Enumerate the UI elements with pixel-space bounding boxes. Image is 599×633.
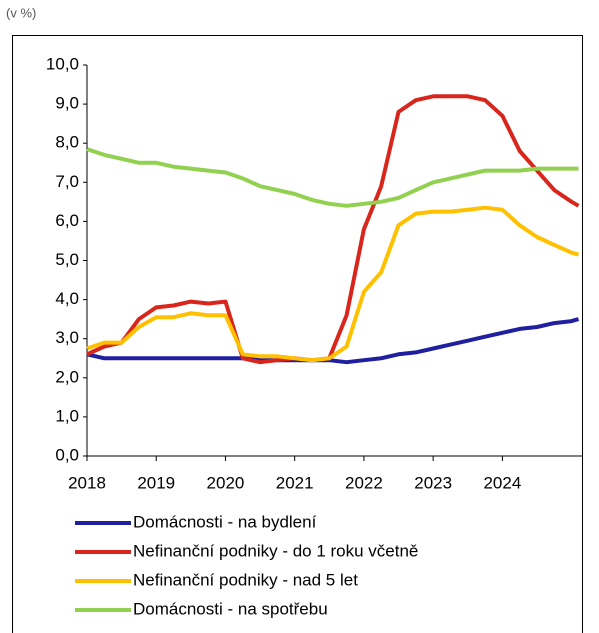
legend-label: Domácnosti - na spotřebu — [133, 599, 328, 618]
y-tick-label: 1,0 — [55, 406, 79, 425]
y-tick-label: 6,0 — [55, 211, 79, 230]
frame — [12, 35, 583, 633]
x-tick-label: 2021 — [276, 473, 314, 492]
y-tick-label: 7,0 — [55, 172, 79, 191]
y-tick-label: 2,0 — [55, 367, 79, 386]
series-line — [86, 94, 580, 365]
x-tick-label: 2022 — [345, 473, 383, 492]
series-line — [86, 147, 579, 208]
legend-label: Nefinanční podniky - nad 5 let — [133, 570, 358, 589]
legend-label: Nefinanční podniky - do 1 roku včetně — [133, 541, 418, 560]
y-tick-label: 10,0 — [46, 54, 79, 73]
series-line — [86, 205, 580, 363]
x-tick-label: 2018 — [68, 473, 106, 492]
y-tick-label: 5,0 — [55, 250, 79, 269]
legend-label: Domácnosti - na bydlení — [133, 512, 317, 531]
unit-label: (v %) — [6, 5, 36, 20]
y-tick-label: 4,0 — [55, 289, 79, 308]
y-tick-label: 8,0 — [55, 133, 79, 152]
y-tick-label: 9,0 — [55, 94, 79, 113]
x-tick-label: 2023 — [414, 473, 452, 492]
y-tick-label: 3,0 — [55, 328, 79, 347]
x-tick-label: 2024 — [483, 473, 521, 492]
series-line — [86, 317, 580, 365]
x-tick-label: 2019 — [137, 473, 175, 492]
y-tick-label: 0,0 — [55, 445, 79, 464]
x-tick-label: 2020 — [207, 473, 245, 492]
